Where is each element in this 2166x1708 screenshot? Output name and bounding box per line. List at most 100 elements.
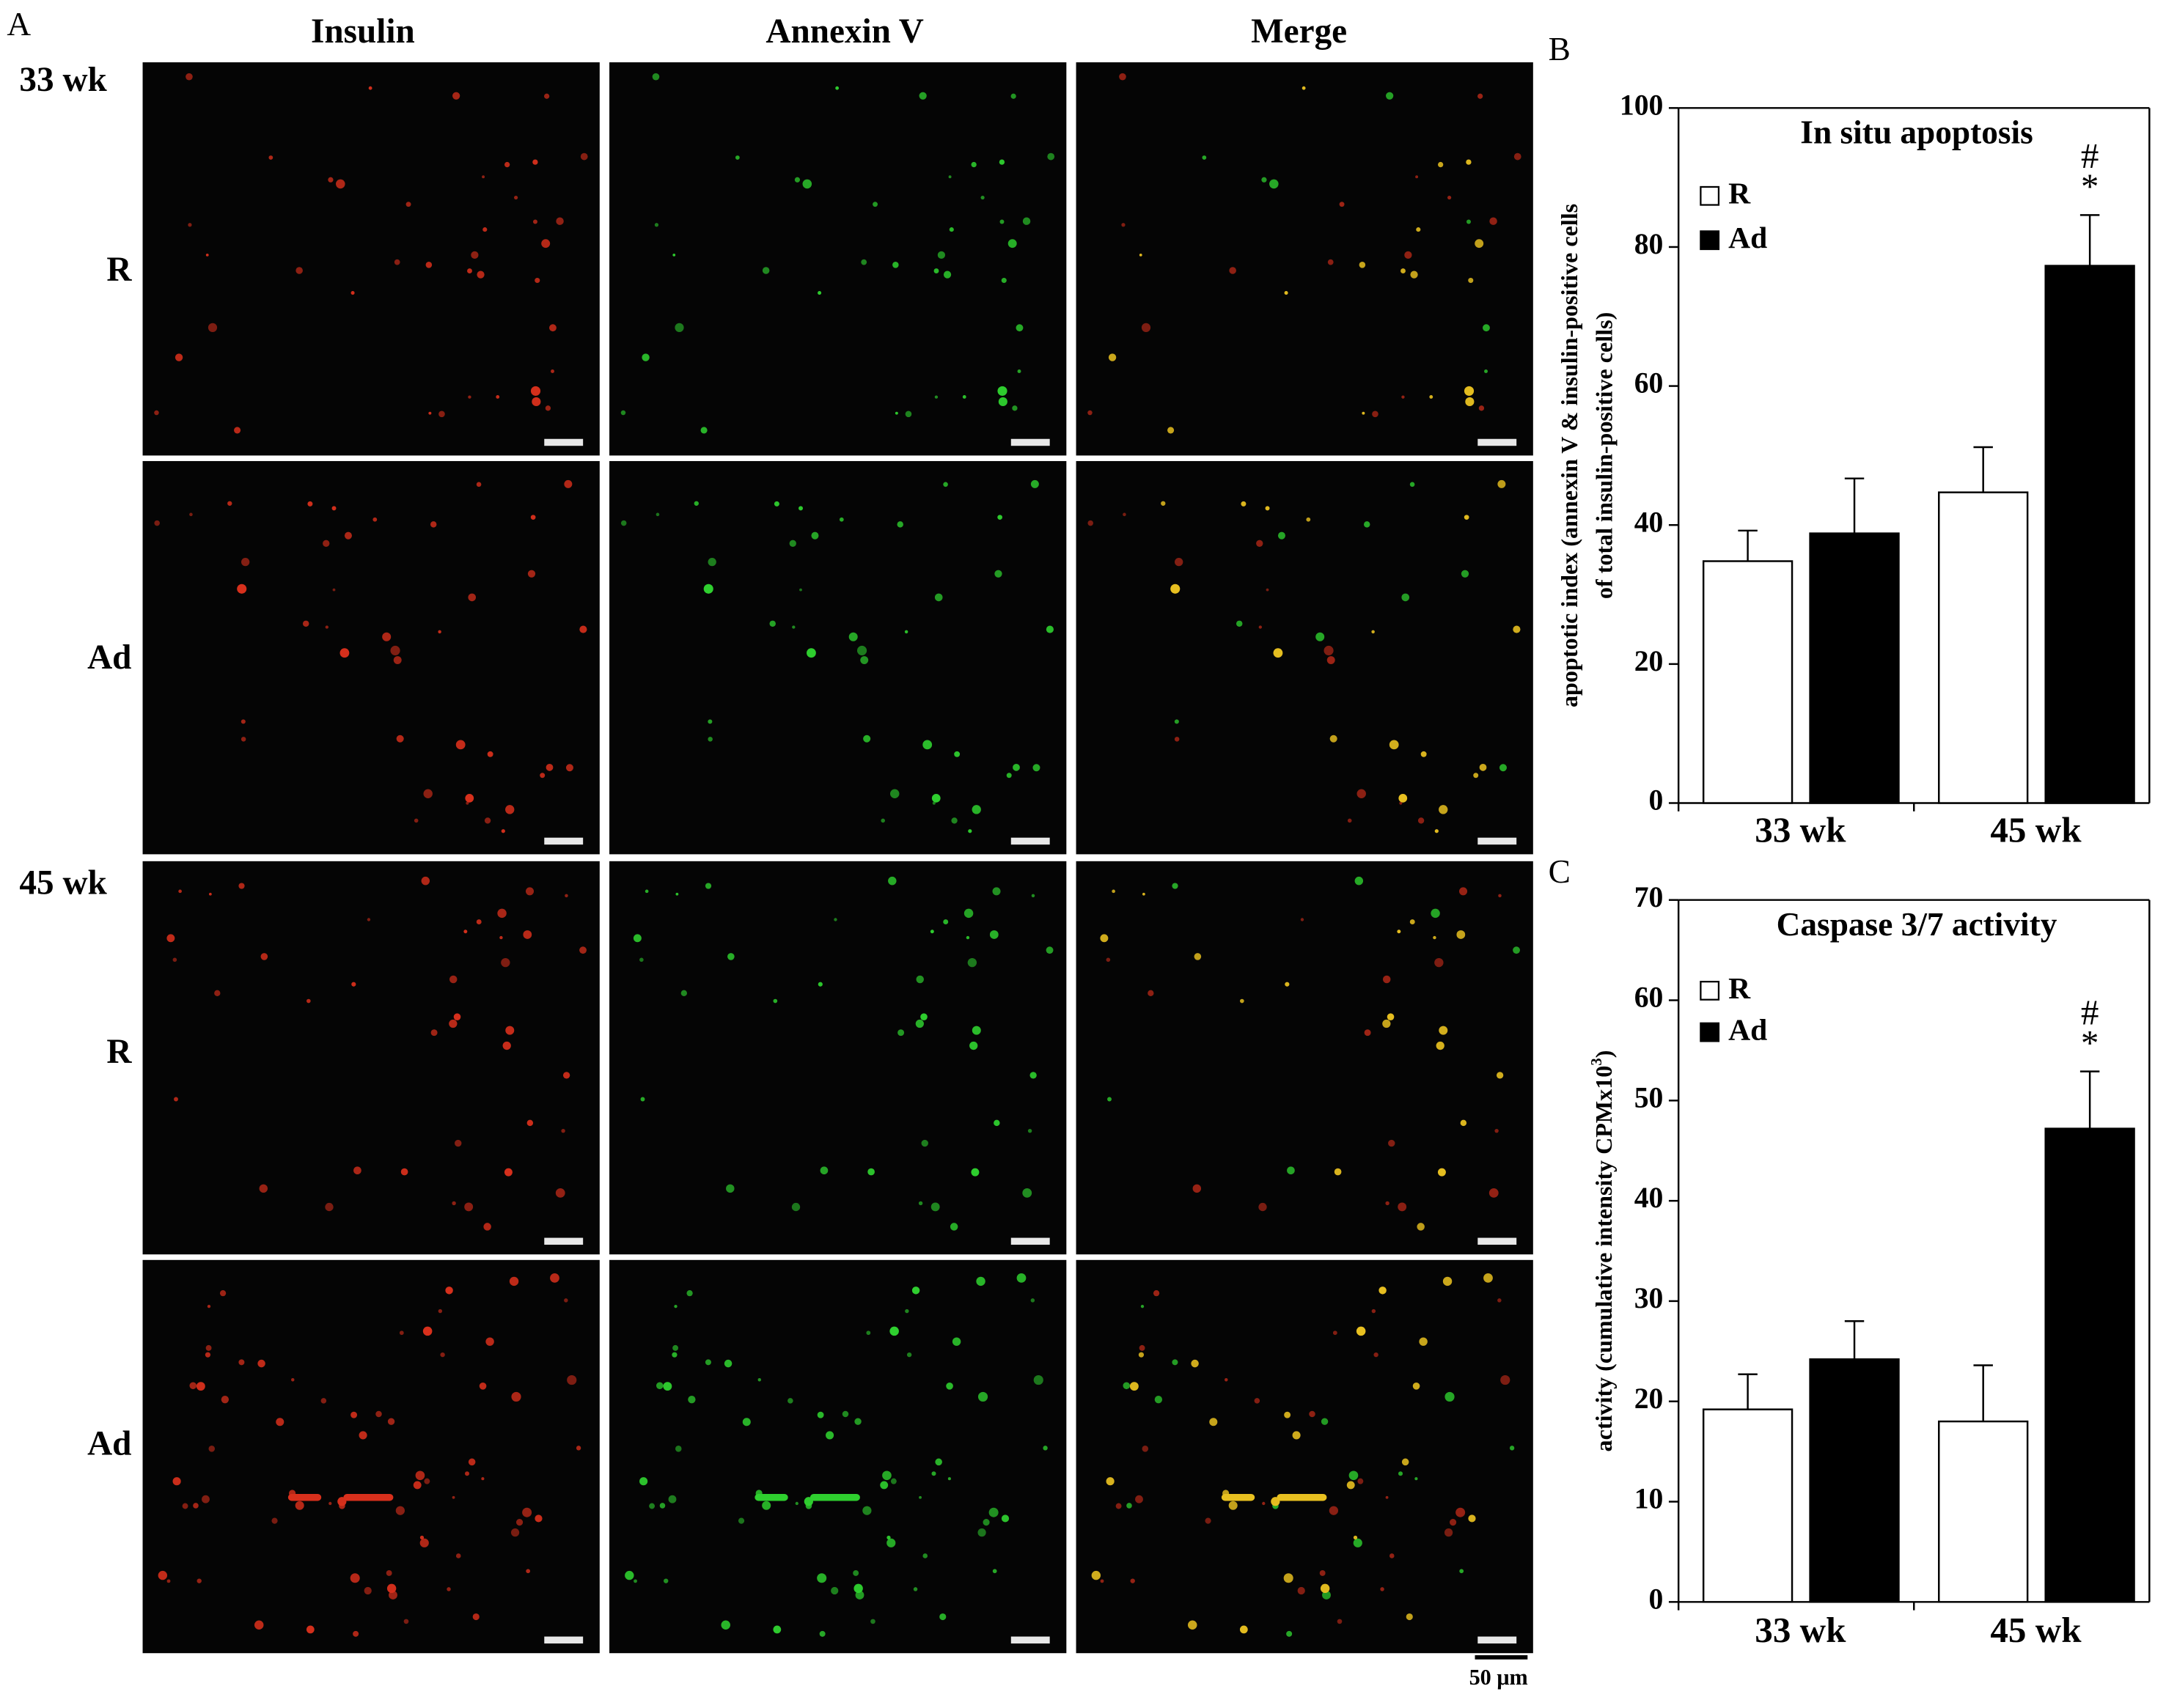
cell-signal bbox=[1010, 93, 1016, 99]
cell-signal bbox=[414, 818, 419, 823]
cell-signal bbox=[625, 1570, 634, 1580]
cell-signal bbox=[817, 1573, 827, 1583]
cell-signal bbox=[472, 1613, 480, 1621]
cell-signal bbox=[1286, 1630, 1293, 1637]
cell-signal bbox=[389, 1591, 397, 1600]
micrograph bbox=[142, 62, 600, 456]
cell-signal bbox=[466, 801, 469, 805]
cell-signal bbox=[1228, 1501, 1238, 1510]
cell-signal bbox=[202, 1495, 210, 1503]
cell-signal bbox=[742, 1418, 751, 1427]
cell-signal bbox=[526, 1119, 534, 1127]
cell-signal bbox=[424, 1478, 430, 1484]
cell-signal bbox=[1513, 946, 1520, 954]
cell-signal bbox=[802, 179, 812, 189]
cell-signal bbox=[295, 267, 303, 274]
cell-signal bbox=[372, 517, 378, 522]
cell-signal bbox=[1438, 161, 1444, 168]
cell-signal bbox=[172, 957, 177, 962]
cell-signal bbox=[952, 1337, 961, 1346]
cell-signal bbox=[1283, 1573, 1293, 1583]
cell-signal bbox=[227, 501, 232, 506]
panel-label: B bbox=[1549, 31, 1571, 67]
cell-signal bbox=[1436, 1041, 1444, 1050]
cell-signal bbox=[1240, 998, 1244, 1004]
cell-signal bbox=[1412, 1382, 1420, 1390]
cell-signal bbox=[1027, 1128, 1032, 1133]
cell-signal bbox=[207, 1304, 211, 1308]
cell-signal bbox=[1046, 625, 1054, 633]
cell-signal bbox=[186, 73, 193, 81]
cell-signal bbox=[395, 1506, 405, 1515]
cell-signal bbox=[989, 930, 999, 939]
cell-signal bbox=[757, 1378, 762, 1382]
cell-signal bbox=[892, 262, 899, 268]
cell-signal bbox=[1139, 1344, 1145, 1351]
cell-signal bbox=[535, 1514, 543, 1523]
cell-signal bbox=[532, 219, 537, 224]
cell-signal bbox=[1142, 892, 1145, 896]
cell-signal bbox=[1148, 990, 1154, 996]
cell-signal bbox=[174, 1097, 178, 1102]
cell-signal bbox=[724, 1359, 733, 1368]
error-bar bbox=[1973, 446, 1993, 493]
cell-signal bbox=[556, 217, 564, 225]
cell-signal bbox=[921, 1139, 928, 1147]
cell-signal bbox=[1475, 239, 1484, 249]
cell-signal bbox=[799, 588, 802, 592]
cell-signal bbox=[1187, 1620, 1197, 1630]
cell-signal bbox=[325, 1202, 334, 1212]
cell-signal bbox=[276, 1418, 284, 1427]
image-scale-bar bbox=[544, 1636, 584, 1643]
cell-signal bbox=[505, 805, 515, 814]
cell-signal bbox=[532, 159, 538, 165]
bar bbox=[1809, 1358, 1900, 1603]
cell-signal bbox=[1489, 217, 1497, 225]
cell-signal bbox=[1417, 1223, 1425, 1231]
cell-signal bbox=[1012, 405, 1018, 411]
error-bar bbox=[2079, 1070, 2100, 1129]
cell-signal bbox=[382, 632, 392, 641]
cell-signal bbox=[1119, 73, 1126, 81]
micrograph bbox=[1076, 861, 1533, 1255]
cell-signal bbox=[1466, 219, 1471, 224]
cell-signal bbox=[998, 397, 1007, 407]
cell-signal bbox=[1030, 479, 1039, 488]
cell-signal bbox=[154, 520, 160, 526]
cell-signal bbox=[1434, 829, 1439, 833]
cell-signal bbox=[1302, 86, 1306, 90]
cell-signal bbox=[208, 892, 212, 896]
cell-signal bbox=[672, 1352, 678, 1358]
cell-signal bbox=[1161, 501, 1166, 506]
cell-signal bbox=[1484, 369, 1488, 373]
cell-signal bbox=[1287, 1166, 1295, 1175]
cell-signal bbox=[1277, 531, 1285, 540]
cell-signal bbox=[1140, 1304, 1145, 1308]
cell-signal bbox=[943, 919, 949, 925]
cell-signal bbox=[423, 789, 433, 798]
cell-signal bbox=[1477, 93, 1483, 99]
cell-signal bbox=[934, 593, 943, 602]
cell-signal bbox=[854, 1418, 862, 1425]
image-scale-bar bbox=[544, 1237, 584, 1245]
cell-signal bbox=[1419, 1337, 1428, 1346]
cell-signal bbox=[1353, 1538, 1362, 1547]
cell-signal bbox=[994, 1119, 1000, 1127]
cell-signal bbox=[976, 1276, 985, 1286]
column-header: Insulin bbox=[311, 12, 415, 51]
cell-signal bbox=[1371, 630, 1375, 634]
cell-signal bbox=[1022, 217, 1031, 225]
cell-signal bbox=[1013, 763, 1020, 771]
cell-signal bbox=[1500, 1374, 1510, 1385]
cell-signal bbox=[826, 1431, 834, 1440]
cell-signal bbox=[386, 1583, 397, 1594]
cell-signal bbox=[1513, 152, 1521, 161]
cell-signal bbox=[350, 1411, 358, 1418]
cell-signal bbox=[1337, 1619, 1343, 1624]
cell-signal bbox=[1031, 894, 1035, 898]
cell-signal bbox=[580, 152, 588, 161]
cell-signal bbox=[1254, 1398, 1260, 1404]
cell-signal bbox=[1123, 1382, 1131, 1390]
cell-signal bbox=[1332, 1330, 1337, 1336]
x-tick-label: 45 wk bbox=[1990, 809, 2082, 850]
